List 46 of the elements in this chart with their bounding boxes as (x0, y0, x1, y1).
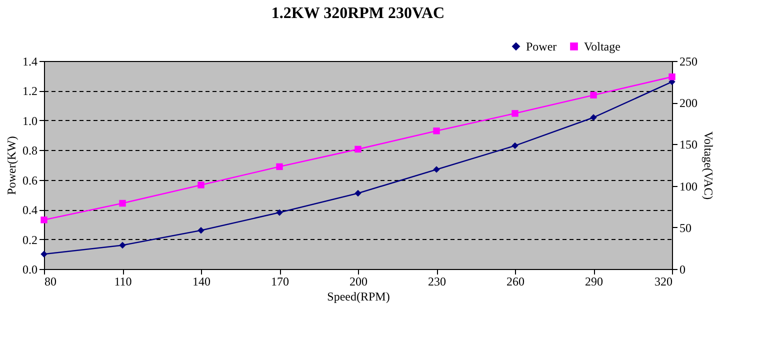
point (354, 190, 362, 197)
point (276, 209, 283, 216)
point (198, 227, 204, 234)
point (119, 242, 126, 249)
point (354, 146, 362, 153)
x-tick-label: 110 (114, 274, 132, 288)
point (512, 142, 518, 150)
point (40, 216, 48, 224)
point (668, 73, 676, 80)
y-tick-label: 1.2 (22, 84, 38, 98)
y-tick-label: 1.4 (22, 54, 38, 68)
point (119, 200, 126, 207)
point (198, 182, 204, 188)
point (276, 163, 283, 170)
x-tick-label: 140 (192, 274, 210, 288)
x-tick-label: 230 (428, 274, 446, 288)
y2-tick-label: 250 (680, 54, 698, 68)
y-tick-label: 0.2 (22, 232, 38, 247)
x-axis-title: Speed(RPM) (327, 290, 390, 304)
legend-label: Power (526, 39, 557, 54)
y2-tick-label: 150 (680, 138, 698, 152)
y-tick-label: 0.8 (22, 144, 38, 158)
x-tick-label: 170 (271, 274, 289, 288)
chart-title: 1.2KW 320RPM 230VAC (271, 5, 445, 22)
legend-label: Voltage (584, 39, 620, 54)
x-tick-label: 290 (585, 274, 603, 288)
point (433, 128, 440, 134)
y-tick-label: 0.4 (22, 203, 38, 218)
point (590, 114, 597, 121)
y-tick-label: 0.6 (22, 173, 38, 188)
point (512, 110, 518, 117)
x-tick-label: 80 (44, 274, 56, 288)
x-tick-label: 200 (350, 274, 368, 288)
x-tick-label: 320 (654, 274, 672, 288)
point (40, 250, 48, 258)
y-tick-label: 1.0 (22, 114, 38, 128)
y2-tick-label: 0 (680, 262, 686, 276)
point (590, 92, 597, 98)
x-tick-label: 260 (506, 274, 524, 288)
y-axis-title: Power(KW) (4, 136, 18, 195)
y2-tick-label: 50 (680, 220, 692, 235)
y2-axis-title: Voltage(VAC) (702, 131, 716, 200)
point (433, 166, 440, 173)
y-tick-label: 0.0 (22, 262, 38, 276)
y2-tick-label: 200 (680, 96, 698, 110)
y2-tick-label: 100 (680, 179, 698, 194)
